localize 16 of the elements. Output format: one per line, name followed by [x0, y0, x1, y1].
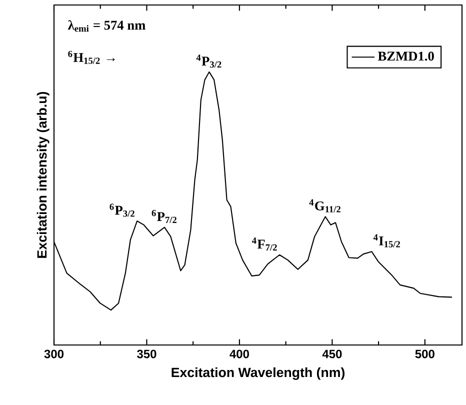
- x-tick-label: 450: [322, 350, 342, 358]
- text: $^{6}$H$_{15/2}$ →: [68, 50, 115, 64]
- legend-label: BZMD1.0: [378, 52, 434, 61]
- annotation: $^{6}$P$_{7/2}$: [152, 210, 177, 224]
- x-tick-label: 400: [230, 350, 249, 358]
- x-tick-label: 350: [136, 350, 156, 358]
- x-tick-label: 300: [44, 350, 64, 358]
- annotation: $^{4}$G$_{11/2}$: [309, 199, 340, 212]
- x-axis-title: Excitation Wavelength (nm): [172, 367, 345, 380]
- annotation: $^{4}$I$_{15/2}$: [373, 234, 400, 248]
- annotation: $^{4}$P$_{3/2}$: [196, 54, 222, 68]
- annotation: $^{6}$P$_{3/2}$: [110, 204, 134, 217]
- annotation: $^{4}$F$_{7/2}$: [252, 238, 277, 251]
- x-tick-label: 500: [415, 350, 434, 358]
- text: λ$_{emi}$ = 574 nm: [68, 20, 146, 32]
- y-axis-title: Excitation intensity (arb.u): [36, 92, 50, 258]
